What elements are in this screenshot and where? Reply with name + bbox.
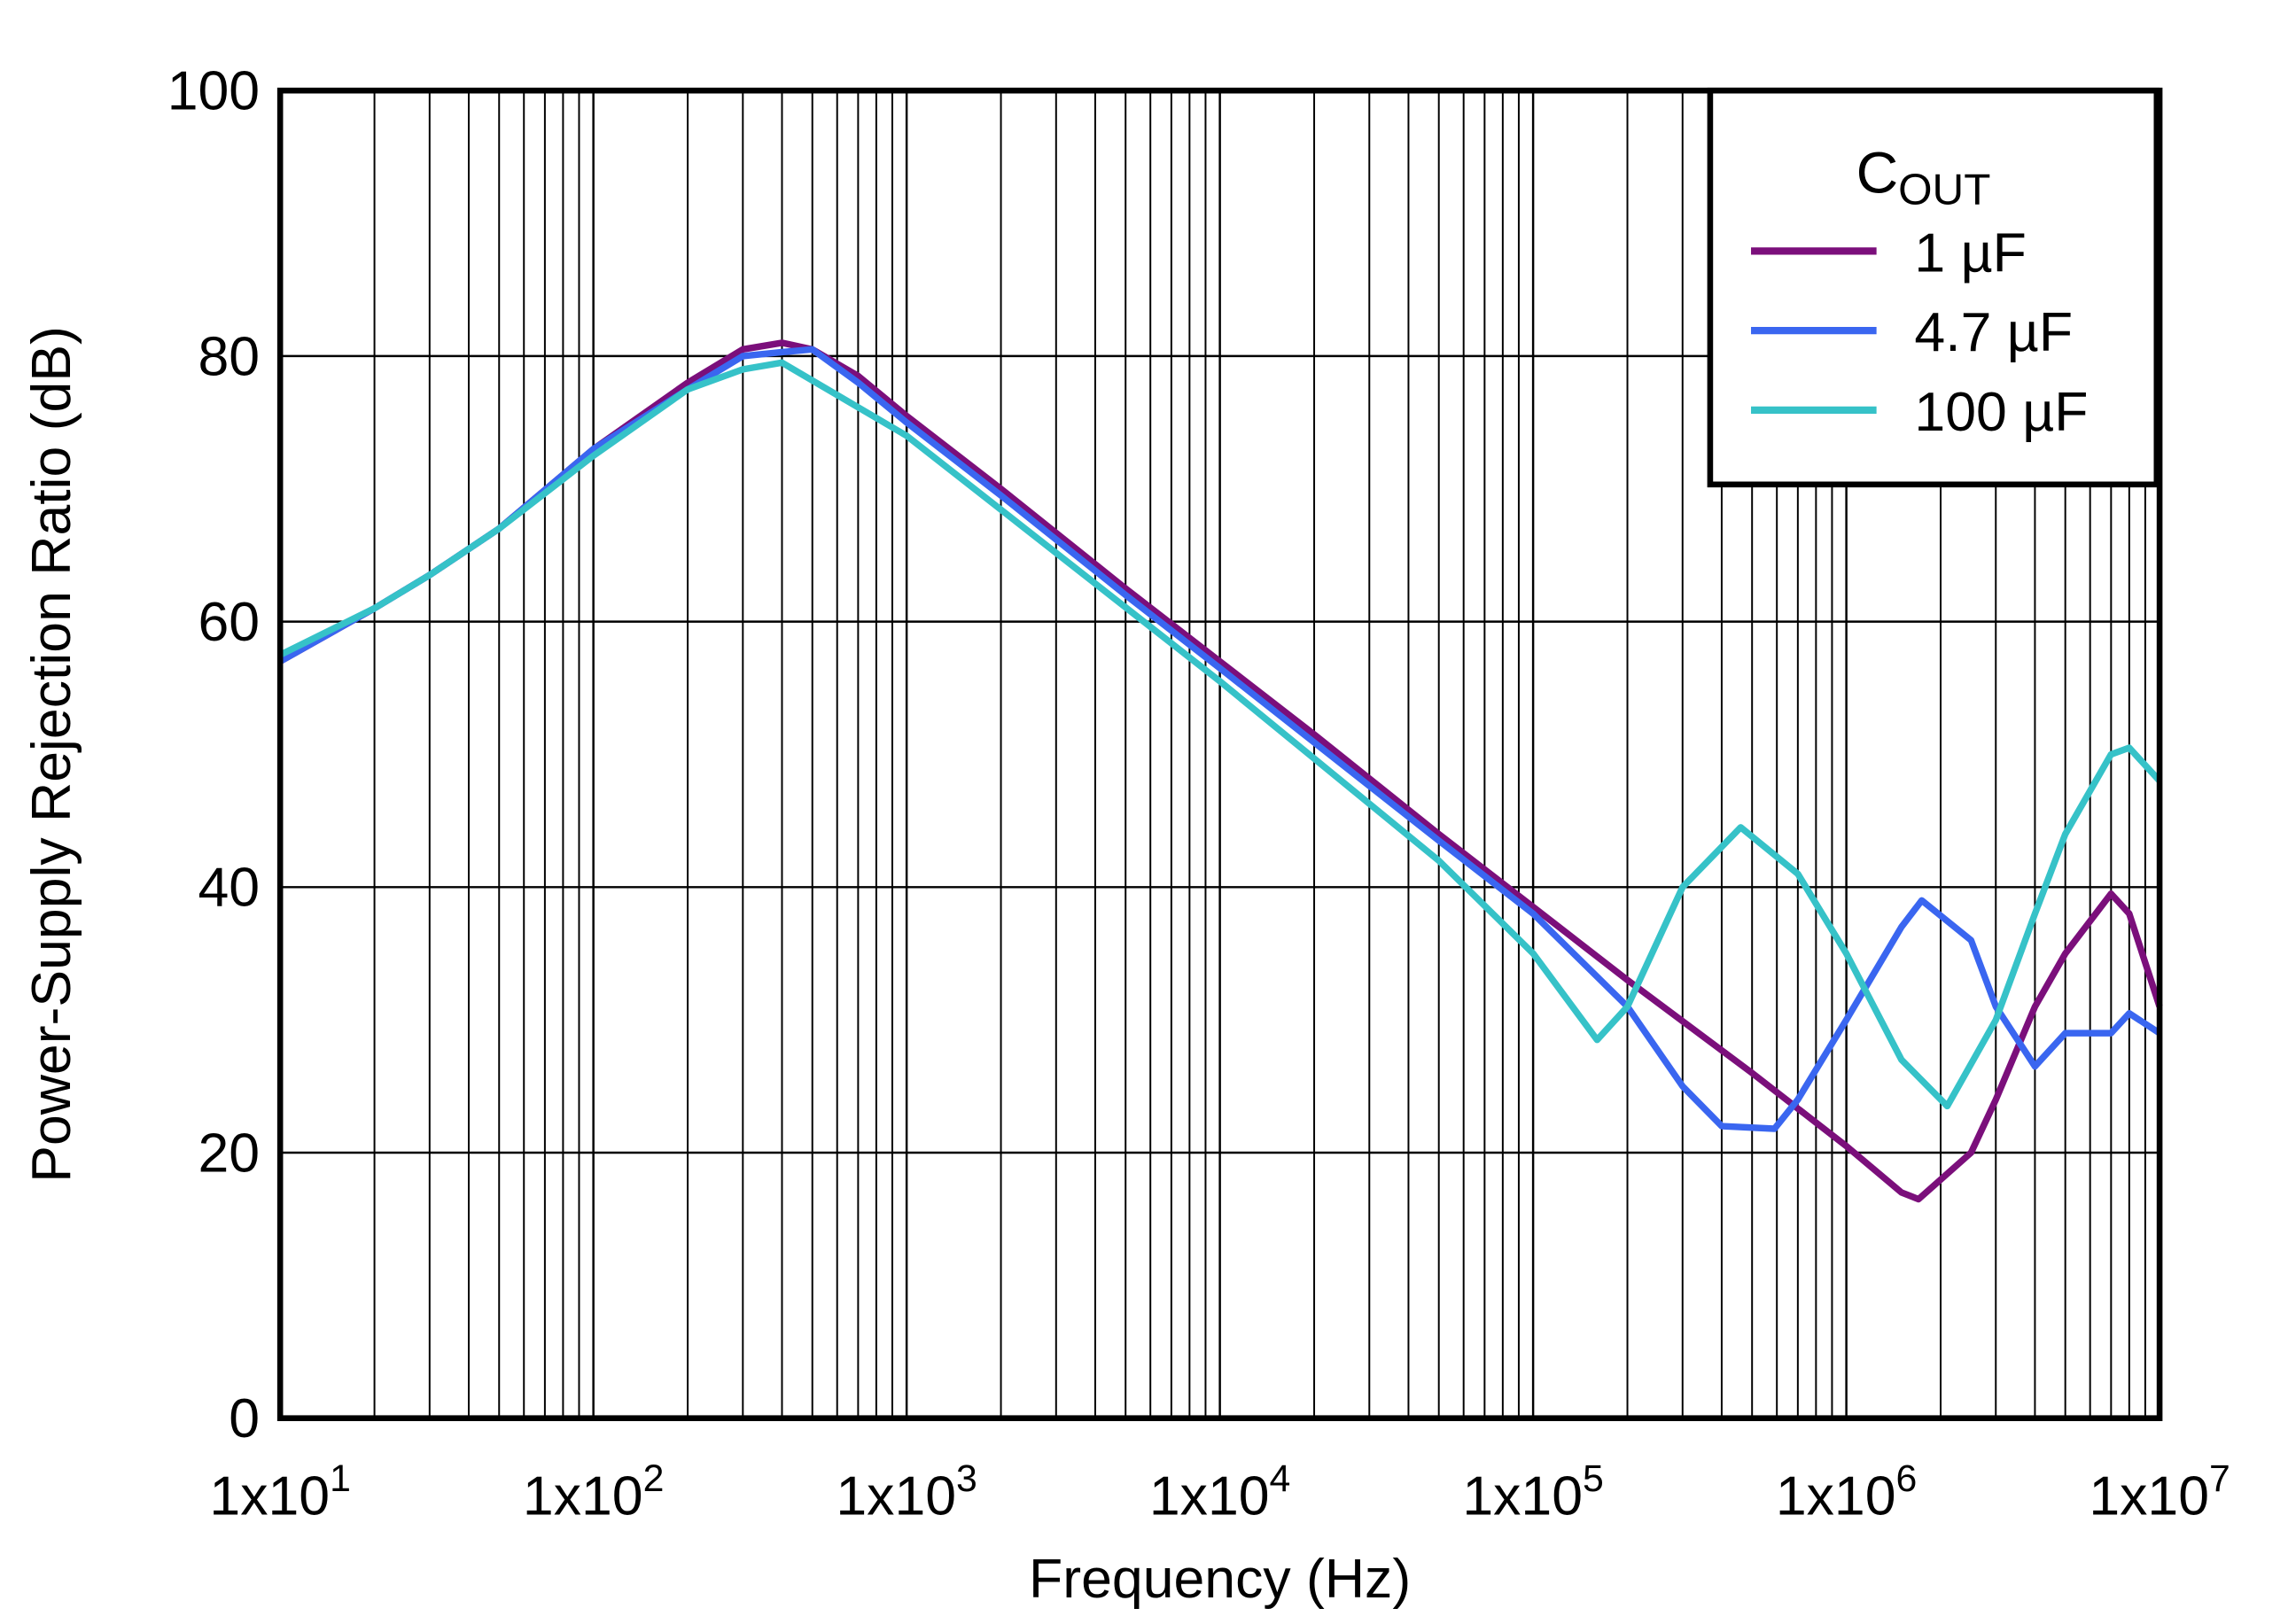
x-tick-label: 1x102 xyxy=(523,1457,664,1527)
x-tick-label-exponent: 1 xyxy=(330,1457,351,1500)
plot-frame xyxy=(276,87,2163,1421)
x-tick-label-base: 1x10 xyxy=(1149,1465,1270,1527)
legend-title-sub: OUT xyxy=(1898,166,1990,214)
y-tick-label: 20 xyxy=(198,1122,261,1184)
x-tick-label-exponent: 7 xyxy=(2209,1457,2230,1500)
legend-title-main: C xyxy=(1856,139,1899,205)
y-tick-label: 40 xyxy=(198,857,261,919)
y-tick-label: 60 xyxy=(198,591,261,653)
plot-lines xyxy=(278,339,2163,1203)
legend-title: COUT xyxy=(1856,139,1991,214)
x-tick-label: 1x105 xyxy=(1462,1457,1603,1527)
y-tick-label: 100 xyxy=(167,60,260,122)
x-tick-label: 1x103 xyxy=(836,1457,977,1527)
legend: COUT 1 µF 4.7 µF 100 µF xyxy=(1707,87,2160,488)
legend-label: 1 µF xyxy=(1914,221,2026,284)
legend-label: 4.7 µF xyxy=(1914,301,2073,363)
x-tick-label-exponent: 4 xyxy=(1270,1457,1291,1500)
legend-label: 100 µF xyxy=(1914,381,2088,443)
x-tick-label-base: 1x10 xyxy=(523,1465,643,1527)
x-axis-label: Frequency (Hz) xyxy=(1029,1548,1411,1610)
x-tick-label-exponent: 5 xyxy=(1583,1457,1604,1500)
x-tick-label-base: 1x10 xyxy=(1462,1465,1583,1527)
x-tick-label: 1x104 xyxy=(1149,1457,1290,1527)
x-tick-label-exponent: 3 xyxy=(956,1457,977,1500)
series-line xyxy=(278,359,2162,1110)
x-tick-label-exponent: 2 xyxy=(643,1457,665,1500)
x-tick-label-base: 1x10 xyxy=(209,1465,330,1527)
x-tick-label-base: 1x10 xyxy=(2089,1465,2209,1527)
y-tick-label: 80 xyxy=(198,325,261,387)
y-tick-label: 0 xyxy=(229,1387,260,1449)
x-tick-label: 1x101 xyxy=(209,1457,350,1527)
x-tick-label: 1x106 xyxy=(1776,1457,1917,1527)
x-tick-label: 1x107 xyxy=(2089,1457,2230,1527)
x-tick-label-base: 1x10 xyxy=(1776,1465,1896,1527)
legend-box xyxy=(1707,87,2160,488)
x-tick-label-exponent: 6 xyxy=(1896,1457,1918,1500)
x-tick-label-base: 1x10 xyxy=(836,1465,956,1527)
y-axis-label: Power-Supply Rejection Ratio (dB) xyxy=(20,326,82,1183)
series-line xyxy=(278,339,2163,1203)
